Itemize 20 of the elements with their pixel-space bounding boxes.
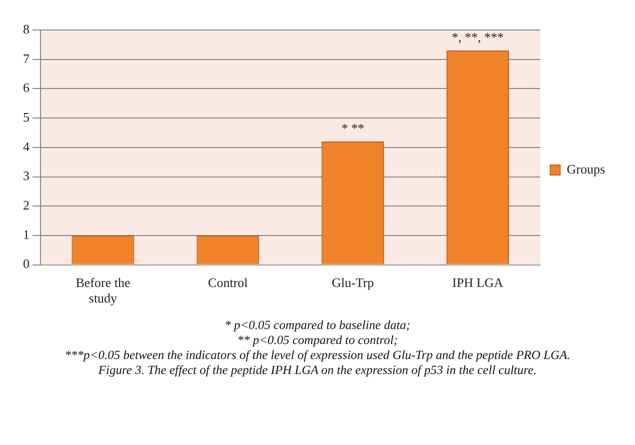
y-tick-label: 1 [23, 226, 30, 242]
legend-label: Groups [566, 161, 606, 176]
x-tick-label: Before the study [76, 275, 130, 306]
text: ** p<0.05 compared to control; [236, 333, 399, 348]
y-tick-label: 0 [23, 256, 30, 272]
y-tick-label: 7 [23, 50, 30, 66]
annotation: * ** [341, 120, 364, 136]
y-tick-label: 6 [23, 80, 30, 96]
caption: Figure 3. The effect of the peptide IPH LGA on the expression of p53 in the cell culture. [97, 363, 538, 378]
y-tick-label: 4 [23, 138, 30, 154]
y-tick-label: 8 [23, 21, 30, 36]
x-tick-label: Glu-Trp [332, 275, 374, 290]
x-tick-label: Control [208, 275, 248, 290]
y-tick-label: 3 [23, 168, 30, 184]
y-tick-label: 5 [23, 109, 30, 124]
text: ***p<0.05 between the indicators of the level of expression used Glu-Trp and the peptide PRO LGA. [64, 348, 572, 363]
y-tick-label: 2 [23, 198, 30, 213]
annotation: *, **, *** [452, 29, 504, 44]
text: * p<0.05 compared to baseline data; [224, 318, 412, 333]
x-tick-label: IPH LGA [452, 275, 504, 290]
